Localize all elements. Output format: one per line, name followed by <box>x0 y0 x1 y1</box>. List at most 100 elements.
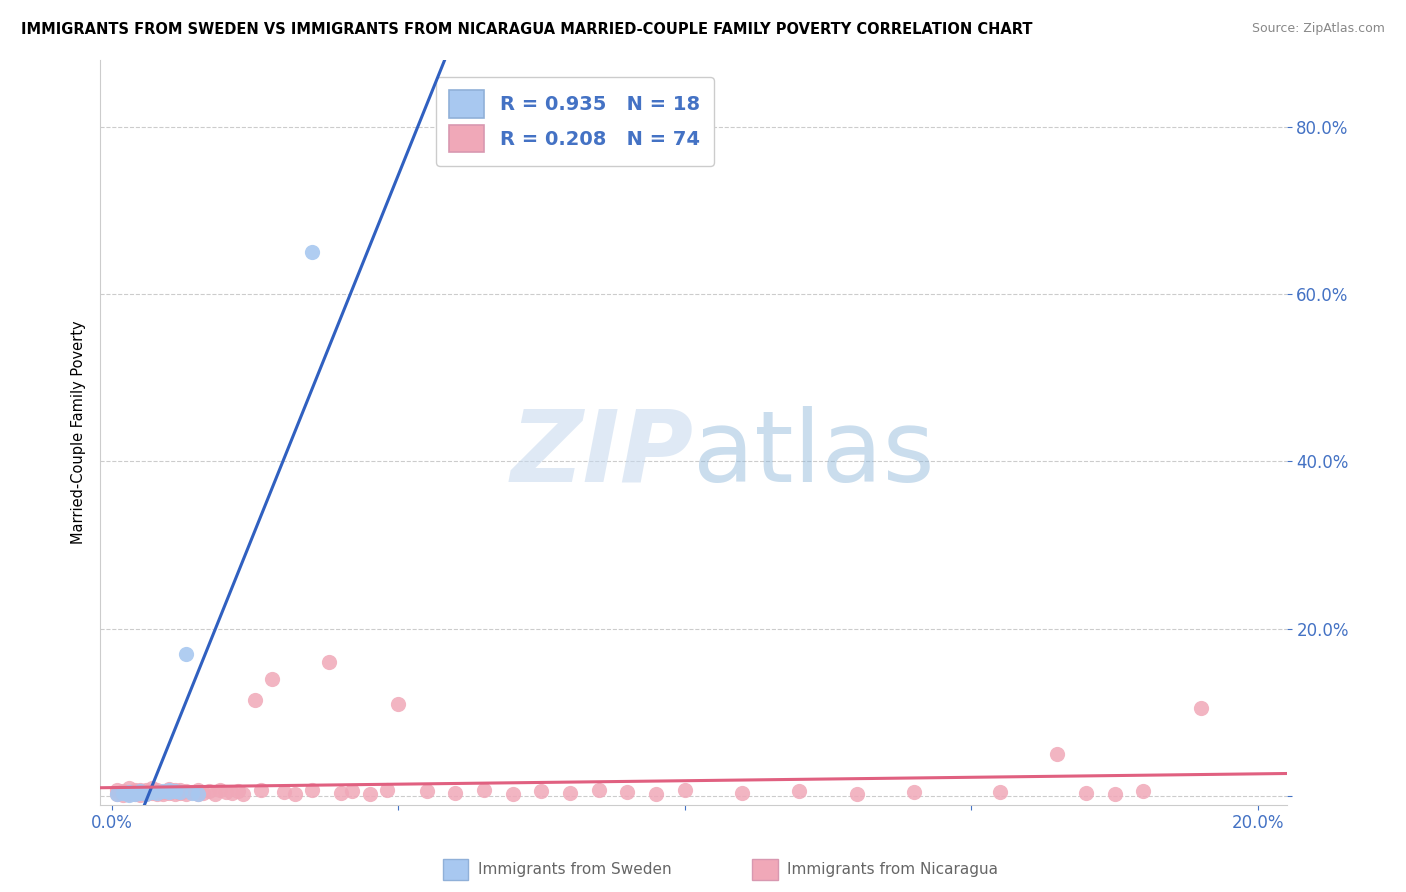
Point <box>789 784 811 798</box>
Point <box>118 785 141 799</box>
Point <box>1189 701 1212 715</box>
Point <box>375 782 398 797</box>
Point <box>988 785 1011 799</box>
Point <box>135 787 157 801</box>
Point <box>105 787 128 801</box>
Point <box>129 784 152 798</box>
Point <box>204 787 226 801</box>
Point <box>146 786 169 800</box>
Point <box>903 785 925 799</box>
Point <box>174 784 197 798</box>
Point <box>262 672 284 686</box>
Point <box>731 786 754 800</box>
Point <box>152 787 174 801</box>
Point <box>169 785 191 799</box>
Point <box>215 785 238 799</box>
Point <box>141 780 163 795</box>
Point <box>180 786 202 800</box>
Point <box>301 783 323 797</box>
Point <box>226 784 249 798</box>
Point <box>157 783 180 797</box>
Point <box>329 786 352 800</box>
Point <box>174 787 197 801</box>
Point <box>124 787 146 801</box>
Point <box>588 782 610 797</box>
Point <box>124 782 146 797</box>
Point <box>105 782 128 797</box>
Point <box>163 784 186 798</box>
Point <box>472 783 495 797</box>
Point <box>1046 747 1069 762</box>
Point <box>129 788 152 802</box>
Point <box>157 785 180 799</box>
Point <box>163 787 186 801</box>
Point <box>118 787 141 801</box>
Point <box>124 785 146 799</box>
Point <box>157 786 180 800</box>
Point <box>129 786 152 800</box>
Point <box>129 783 152 797</box>
Point <box>180 785 202 799</box>
Point <box>124 787 146 801</box>
Point <box>174 647 197 661</box>
Y-axis label: Married-Couple Family Poverty: Married-Couple Family Poverty <box>72 320 86 544</box>
Point <box>502 787 524 801</box>
Point <box>209 782 232 797</box>
Point <box>169 786 191 800</box>
Point <box>673 783 696 797</box>
Point <box>249 783 271 797</box>
Point <box>187 787 209 801</box>
Text: Immigrants from Nicaragua: Immigrants from Nicaragua <box>787 863 998 877</box>
Point <box>112 784 135 798</box>
Legend: R = 0.935   N = 18, R = 0.208   N = 74: R = 0.935 N = 18, R = 0.208 N = 74 <box>436 77 714 166</box>
Point <box>444 786 467 800</box>
Point <box>118 786 141 800</box>
Point <box>198 784 221 798</box>
Point <box>387 697 409 711</box>
Point <box>193 786 215 800</box>
Point <box>129 786 152 800</box>
Point <box>157 784 180 798</box>
Point <box>118 780 141 795</box>
Point <box>135 782 157 797</box>
Point <box>112 786 135 800</box>
Text: IMMIGRANTS FROM SWEDEN VS IMMIGRANTS FROM NICARAGUA MARRIED-COUPLE FAMILY POVERT: IMMIGRANTS FROM SWEDEN VS IMMIGRANTS FRO… <box>21 22 1032 37</box>
Point <box>118 788 141 802</box>
Point <box>112 788 135 802</box>
Point <box>221 786 243 800</box>
Point <box>152 785 174 799</box>
Point <box>416 784 439 798</box>
Text: Immigrants from Sweden: Immigrants from Sweden <box>478 863 672 877</box>
Point <box>301 245 323 260</box>
Text: ZIP: ZIP <box>510 406 693 503</box>
Point <box>135 787 157 801</box>
Point <box>1104 787 1126 801</box>
Point <box>141 785 163 799</box>
Point <box>157 781 180 796</box>
Point <box>318 656 340 670</box>
Point <box>187 787 209 801</box>
Point <box>284 787 307 801</box>
Point <box>273 785 295 799</box>
Point <box>146 783 169 797</box>
Point <box>135 785 157 799</box>
Point <box>169 782 191 797</box>
Point <box>558 786 581 800</box>
Point <box>1132 784 1154 798</box>
Point <box>141 786 163 800</box>
Point <box>232 787 254 801</box>
Text: Source: ZipAtlas.com: Source: ZipAtlas.com <box>1251 22 1385 36</box>
Point <box>152 784 174 798</box>
Point <box>616 785 638 799</box>
Point <box>530 784 553 798</box>
Point <box>845 787 868 801</box>
Point <box>187 783 209 797</box>
Point <box>243 693 266 707</box>
Point <box>359 787 381 801</box>
Point <box>645 787 668 801</box>
Point <box>342 784 364 798</box>
Point <box>146 787 169 801</box>
Point <box>1074 786 1097 800</box>
Point <box>105 787 128 801</box>
Point <box>163 783 186 797</box>
